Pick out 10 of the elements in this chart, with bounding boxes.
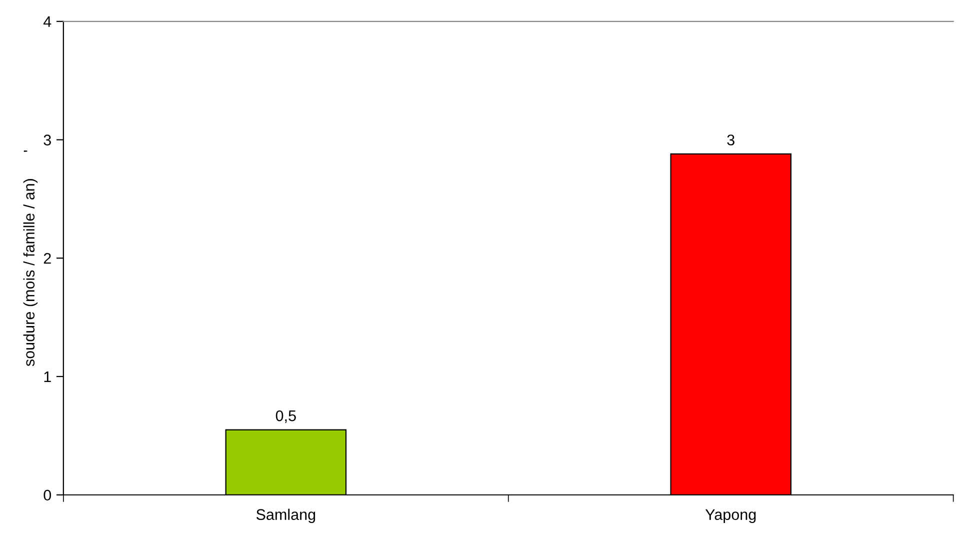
data-label: 0,5 (276, 410, 296, 423)
y-axis-title: soudure (mois / famille / an) ' (23, 150, 38, 366)
y-tick-label: 1 (44, 372, 51, 382)
y-tick-label: 2 (44, 253, 51, 264)
y-tick-label: 4 (43, 16, 52, 27)
x-tick-label: Samlang (256, 508, 316, 524)
data-label: 3 (727, 134, 734, 146)
x-tick-label: Yapong (705, 509, 756, 524)
y-tick-label: 0 (44, 490, 52, 501)
y-tick-label: 3 (44, 134, 51, 146)
